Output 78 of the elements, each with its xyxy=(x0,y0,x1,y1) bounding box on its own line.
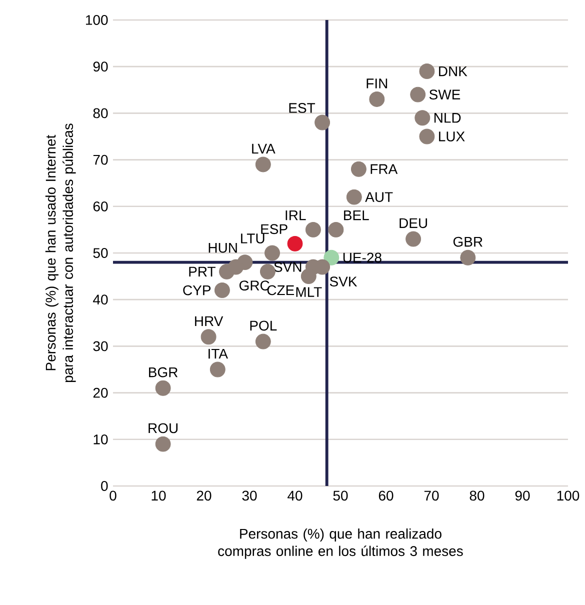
point xyxy=(324,250,340,266)
y-tick-label: 100 xyxy=(86,15,108,25)
point xyxy=(260,264,276,280)
y-tick-label: 0 xyxy=(101,481,108,491)
point xyxy=(255,156,271,172)
y-tick-label: 60 xyxy=(93,201,108,212)
y-tick-label: 20 xyxy=(93,388,108,398)
annotation: PRT xyxy=(189,266,216,276)
y-tick-label: 90 xyxy=(93,62,108,72)
annotation: CZE xyxy=(267,285,294,296)
x-tick-label: 40 xyxy=(288,490,302,501)
annotation: LVA xyxy=(252,144,276,154)
annotation: FRA xyxy=(370,164,398,174)
annotation: SVN xyxy=(274,262,302,272)
x-tick-label: 100 xyxy=(557,490,580,501)
x-tick-label: 50 xyxy=(333,490,348,501)
x-tick-label: 80 xyxy=(470,490,484,501)
point xyxy=(264,245,280,261)
y-tick-label: 40 xyxy=(93,294,108,305)
y-tick-label: 10 xyxy=(94,434,108,444)
annotation: UE-28 xyxy=(343,252,382,263)
point xyxy=(200,329,216,345)
annotation: DNK xyxy=(439,66,468,76)
point xyxy=(350,161,366,177)
x-tick-label: 60 xyxy=(378,490,394,501)
point xyxy=(155,380,171,396)
y-tick-label: 70 xyxy=(93,154,108,165)
x-tick-label: 10 xyxy=(152,490,166,501)
x-tick-label: 30 xyxy=(242,490,257,501)
point xyxy=(155,436,171,452)
annotation: IRL xyxy=(286,210,306,220)
annotation: GBR xyxy=(453,236,482,247)
point xyxy=(305,222,321,238)
point xyxy=(410,86,426,102)
point xyxy=(369,91,385,107)
annotation: ROU xyxy=(148,423,178,434)
annotation: SWE xyxy=(429,90,460,100)
y-axis-title: Personas (%) que han usado Internet para interactuar con autoridades públicas xyxy=(45,124,76,382)
annotation: FIN xyxy=(366,78,388,88)
point xyxy=(328,222,344,238)
annotation: MLT xyxy=(296,287,322,297)
point xyxy=(460,250,476,266)
annotation: LUX xyxy=(439,132,465,142)
point xyxy=(287,236,303,252)
annotation: ESP xyxy=(261,224,288,234)
point xyxy=(406,231,422,247)
x-tick-label: 70 xyxy=(424,490,439,501)
annotation: BEL xyxy=(344,210,369,220)
annotation: ITA xyxy=(208,348,228,359)
y-tick-label: 80 xyxy=(93,108,108,118)
annotation: HUN xyxy=(208,242,237,253)
point xyxy=(228,259,244,275)
x-tick-label: 20 xyxy=(196,490,212,501)
y-tick-label: 50 xyxy=(93,248,108,258)
annotation: DEU xyxy=(400,218,428,228)
x-tick-label: 0 xyxy=(110,490,116,501)
annotation: CYP xyxy=(183,285,211,296)
annotation: POL xyxy=(250,320,277,331)
x-axis-title: Personas (%) que han realizado compras online en los últimos 3 meses xyxy=(218,528,463,559)
point xyxy=(210,362,226,378)
point xyxy=(419,64,435,79)
annotation: HRV xyxy=(195,316,224,326)
annotation: LTU xyxy=(241,234,264,244)
point xyxy=(255,334,271,350)
point xyxy=(214,282,230,298)
point xyxy=(346,189,362,205)
point xyxy=(300,268,316,284)
point xyxy=(414,110,430,126)
x-tick-label: 90 xyxy=(515,490,530,501)
annotation: NLD xyxy=(434,113,461,123)
annotation: BGR xyxy=(149,367,178,378)
point xyxy=(314,114,330,130)
annotation: SVK xyxy=(330,276,358,286)
y-tick-label: 30 xyxy=(93,341,108,352)
annotation: EST xyxy=(289,103,316,113)
annotation: AUT xyxy=(365,192,393,202)
annotation: GRC xyxy=(239,280,270,290)
point xyxy=(419,128,435,144)
